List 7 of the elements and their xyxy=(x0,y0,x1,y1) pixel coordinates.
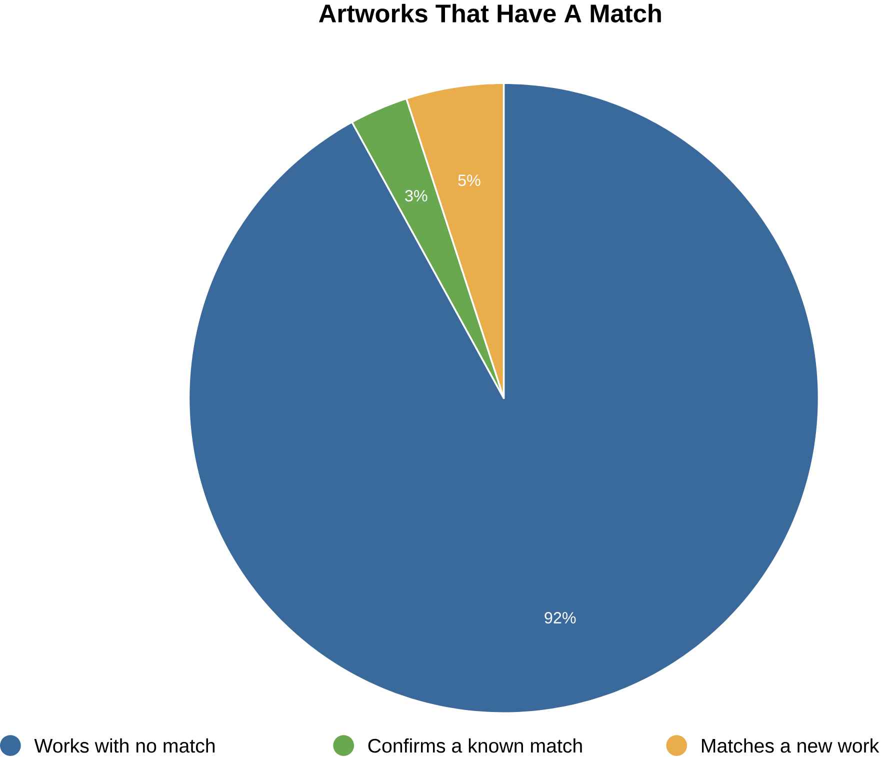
legend-label: Confirms a known match xyxy=(368,738,582,753)
data-label: 3% xyxy=(405,190,428,202)
data-label: 5% xyxy=(458,174,480,186)
data-label: 92% xyxy=(544,612,576,624)
legend-label: Works with no match xyxy=(34,738,215,753)
chart-title: Artworks That Have A Match xyxy=(318,4,661,23)
legend-label: Matches a new work xyxy=(702,738,880,753)
